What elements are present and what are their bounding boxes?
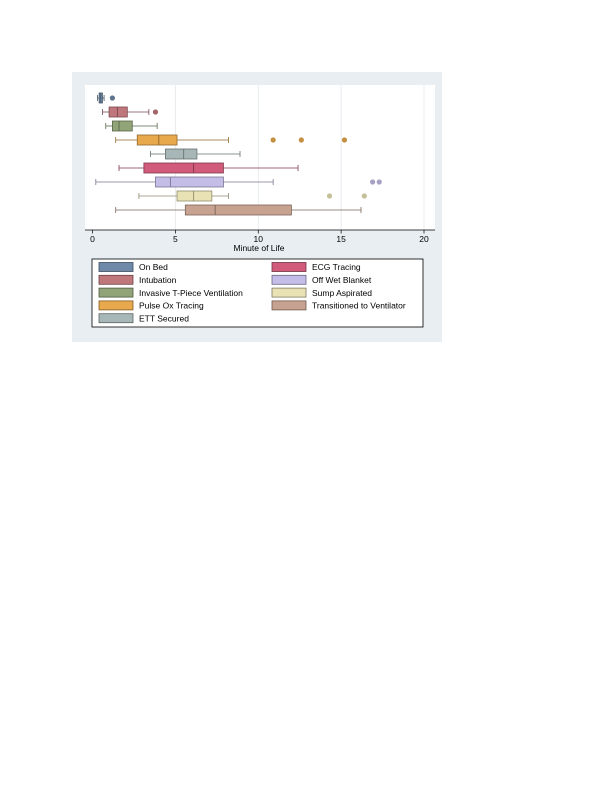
- iqr-box: [111, 120, 133, 132]
- legend-item: Transitioned to Ventilator: [271, 300, 406, 311]
- box-series: [118, 162, 299, 174]
- legend-label: Transitioned to Ventilator: [312, 301, 406, 311]
- legend-swatch: [98, 274, 134, 285]
- legend-item: Invasive T-Piece Ventilation: [98, 287, 243, 298]
- box-plot-svg: 0 5 10 15 20 Minute of Life On Bed ECG Tracin…: [72, 72, 442, 342]
- iqr-box: [136, 134, 178, 146]
- legend-item: Off Wet Blanket: [271, 274, 372, 285]
- outlier-point: [341, 137, 348, 143]
- box-series: [97, 92, 115, 104]
- x-tick-label: 10: [254, 234, 264, 244]
- iqr-box: [143, 162, 224, 174]
- outlier-point: [270, 137, 276, 143]
- legend-item: ETT Secured: [98, 313, 189, 324]
- iqr-box: [165, 148, 198, 160]
- legend-item: Sump Aspirated: [271, 287, 372, 298]
- legend-swatch: [98, 262, 134, 272]
- legend-swatch: [271, 262, 307, 272]
- outlier-point: [326, 193, 333, 199]
- outlier-point: [370, 179, 376, 185]
- box-series: [105, 120, 158, 132]
- legend-label: On Bed: [139, 262, 168, 272]
- x-axis-label: Minute of Life: [233, 243, 284, 253]
- legend-label: Pulse Ox Tracing: [139, 301, 204, 311]
- box-series: [115, 204, 362, 216]
- box-layer: [95, 92, 382, 216]
- legend-item: On Bed: [98, 262, 168, 272]
- legend-item: Pulse Ox Tracing: [98, 300, 204, 311]
- box-series: [150, 148, 241, 160]
- legend-label: Sump Aspirated: [312, 288, 372, 298]
- outlier-point: [376, 179, 382, 185]
- box-series: [115, 134, 348, 146]
- legend-swatch: [271, 287, 307, 298]
- iqr-box: [155, 176, 224, 188]
- legend-label: ECG Tracing: [312, 262, 361, 272]
- iqr-box: [108, 106, 128, 118]
- outlier-point: [109, 95, 115, 101]
- legend-frame: [91, 258, 424, 328]
- legend: On Bed ECG Tracing Intubation Off Wet Blank…: [91, 258, 424, 328]
- legend-swatch: [98, 313, 134, 324]
- outlier-point: [152, 109, 159, 115]
- legend-swatch: [98, 287, 134, 298]
- x-tick-label: 15: [336, 234, 346, 244]
- legend-label: Intubation: [139, 275, 177, 285]
- legend-label: ETT Secured: [139, 313, 189, 323]
- legend-item: Intubation: [98, 274, 177, 285]
- box-series: [102, 106, 159, 118]
- legend-swatch: [98, 300, 134, 311]
- x-tick-label: 20: [419, 234, 429, 244]
- legend-label: Invasive T-Piece Ventilation: [139, 288, 243, 298]
- x-axis: 0 5 10 15 20: [85, 229, 435, 244]
- box-series: [138, 190, 367, 202]
- legend-swatch: [271, 274, 307, 285]
- legend-label: Off Wet Blanket: [312, 275, 372, 285]
- iqr-box: [184, 204, 292, 216]
- box-plot-figure: 0 5 10 15 20 Minute of Life On Bed ECG Tracin…: [72, 72, 442, 342]
- iqr-box: [176, 190, 213, 202]
- outlier-point: [361, 193, 367, 199]
- x-tick-label: 5: [173, 234, 178, 244]
- box-series: [95, 176, 382, 188]
- legend-item: ECG Tracing: [271, 262, 361, 272]
- x-tick-label: 0: [90, 234, 95, 244]
- legend-swatch: [271, 300, 307, 311]
- outlier-point: [298, 137, 304, 143]
